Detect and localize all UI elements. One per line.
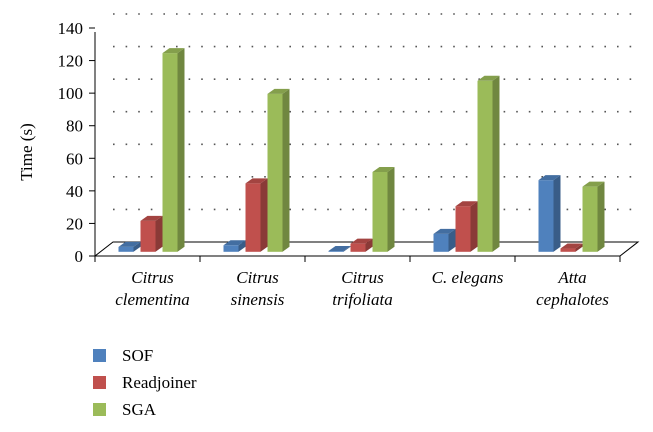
category-label-line: Citrus	[131, 268, 174, 287]
category-label-line: sinensis	[231, 290, 285, 309]
category-label-line: C. elegans	[432, 268, 504, 287]
bar-top	[162, 48, 185, 54]
bar-side	[387, 167, 395, 252]
bar-side	[597, 181, 605, 252]
bar-top	[455, 201, 478, 207]
bar-sof-0	[118, 241, 141, 252]
bar-top	[560, 243, 583, 249]
bar-side	[282, 88, 290, 252]
bars	[118, 48, 605, 252]
legend-label: SOF	[122, 346, 153, 365]
bar-top	[267, 88, 290, 94]
bar-readjoiner-2	[350, 238, 373, 252]
bar-readjoiner-0	[140, 215, 163, 252]
bar-front	[350, 243, 366, 252]
bar-top	[223, 240, 246, 246]
bar-top	[118, 241, 141, 247]
bar-front	[328, 250, 344, 252]
bar-sga-0	[162, 48, 185, 252]
bar-top	[477, 75, 500, 81]
category-label-line: Atta	[557, 268, 586, 287]
bar-side	[365, 238, 373, 252]
bar-front	[433, 233, 449, 252]
y-tick-label: 140	[58, 19, 84, 38]
bar-sof-3	[433, 228, 456, 252]
bar-front	[162, 53, 178, 252]
bar-front	[477, 80, 493, 252]
bar-front	[560, 248, 576, 252]
bar-side	[553, 175, 561, 252]
category-label-line: Citrus	[341, 268, 384, 287]
bar-sof-1	[223, 240, 246, 252]
bar-top	[350, 238, 373, 244]
category-label-line: trifoliata	[332, 290, 392, 309]
bar-sga-3	[477, 75, 500, 252]
y-tick-label: 80	[66, 117, 83, 136]
bar-front	[140, 220, 156, 252]
bar-side	[155, 215, 163, 252]
category-label: Atta cephalotes	[536, 268, 609, 309]
bar-side	[260, 178, 268, 252]
legend: SOF Readjoiner SGA	[93, 346, 197, 419]
category-label: Citrus trifoliata	[332, 268, 392, 309]
bar-sof-4	[538, 175, 561, 252]
bar-readjoiner-3	[455, 201, 478, 252]
bar-front	[372, 172, 388, 252]
bar-front	[223, 245, 239, 252]
category-label: Citrus sinensis	[231, 268, 285, 309]
bar-top	[538, 175, 561, 181]
bar-sga-4	[582, 181, 605, 252]
bar-side	[343, 245, 351, 252]
y-tick-label: 100	[58, 84, 84, 103]
bar-top	[582, 181, 605, 187]
category-label: C. elegans	[432, 268, 504, 287]
bar-side	[470, 201, 478, 252]
bar-side	[177, 48, 185, 252]
bar-front	[455, 206, 471, 252]
bar-readjoiner-4	[560, 243, 583, 252]
legend-swatch	[93, 403, 106, 416]
y-tick-label: 40	[66, 182, 83, 201]
bar-side	[448, 228, 456, 252]
category-label-line: cephalotes	[536, 290, 609, 309]
bar-top	[372, 167, 395, 172]
legend-label: SGA	[122, 400, 157, 419]
legend-swatch	[93, 376, 106, 389]
bar-side	[492, 75, 500, 252]
category-label-line: Citrus	[236, 268, 279, 287]
y-tick-label: 20	[66, 214, 83, 233]
bar-sga-1	[267, 88, 290, 252]
bar-side	[238, 240, 246, 252]
bar-side	[133, 241, 141, 252]
bar-side	[575, 243, 583, 252]
bar-top	[245, 178, 268, 184]
bar-front	[267, 93, 283, 252]
category-label: Citrus clementina	[115, 268, 190, 309]
bar-readjoiner-1	[245, 178, 268, 252]
x-axis-categories: Citrus clementina Citrus sinensis Citrus trif…	[115, 268, 609, 309]
bar-sga-2	[372, 167, 395, 252]
bar-sof-2	[328, 245, 351, 252]
bar-front	[245, 183, 261, 252]
y-tick-label: 60	[66, 149, 83, 168]
bar-front	[538, 180, 554, 252]
bar-top	[328, 245, 351, 251]
y-axis-label: Time (s)	[17, 123, 36, 180]
y-tick-label: 0	[75, 247, 84, 266]
legend-label: Readjoiner	[122, 373, 197, 392]
bar-front	[118, 246, 134, 252]
bar-front	[582, 186, 598, 252]
category-label-line: clementina	[115, 290, 190, 309]
y-tick-label: 120	[58, 52, 84, 71]
legend-swatch	[93, 349, 106, 362]
bar-top	[140, 215, 163, 221]
y-axis-ticks: 0 20 40 60 80 100 120 140	[58, 19, 621, 266]
bar-top	[433, 228, 456, 234]
